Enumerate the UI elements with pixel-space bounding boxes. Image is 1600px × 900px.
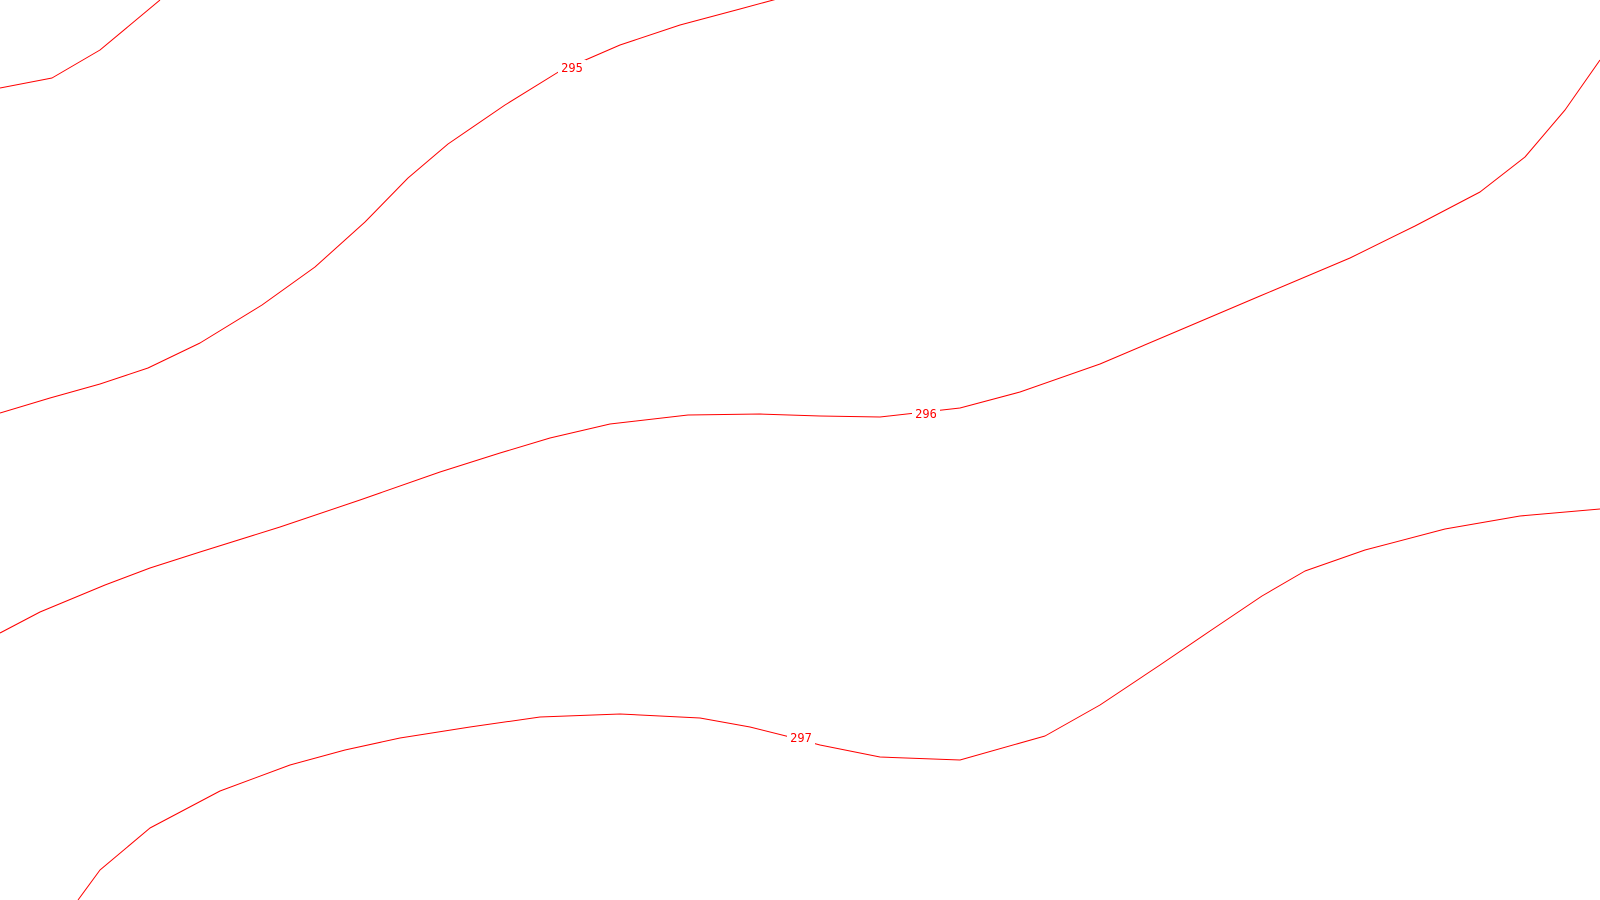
contour-line-297	[77, 508, 1600, 900]
contour-label-297: 297	[790, 731, 812, 745]
contour-label-295: 295	[561, 61, 583, 75]
contour-line-295	[0, 0, 776, 414]
contour-label-296: 296	[915, 407, 937, 421]
contour-label-mask-295	[558, 60, 586, 75]
contour-label-mask-297	[787, 730, 815, 745]
contour-line-top-left	[0, 0, 161, 89]
contour-line-296	[0, 59, 1600, 634]
contour-label-mask-296	[912, 406, 940, 421]
